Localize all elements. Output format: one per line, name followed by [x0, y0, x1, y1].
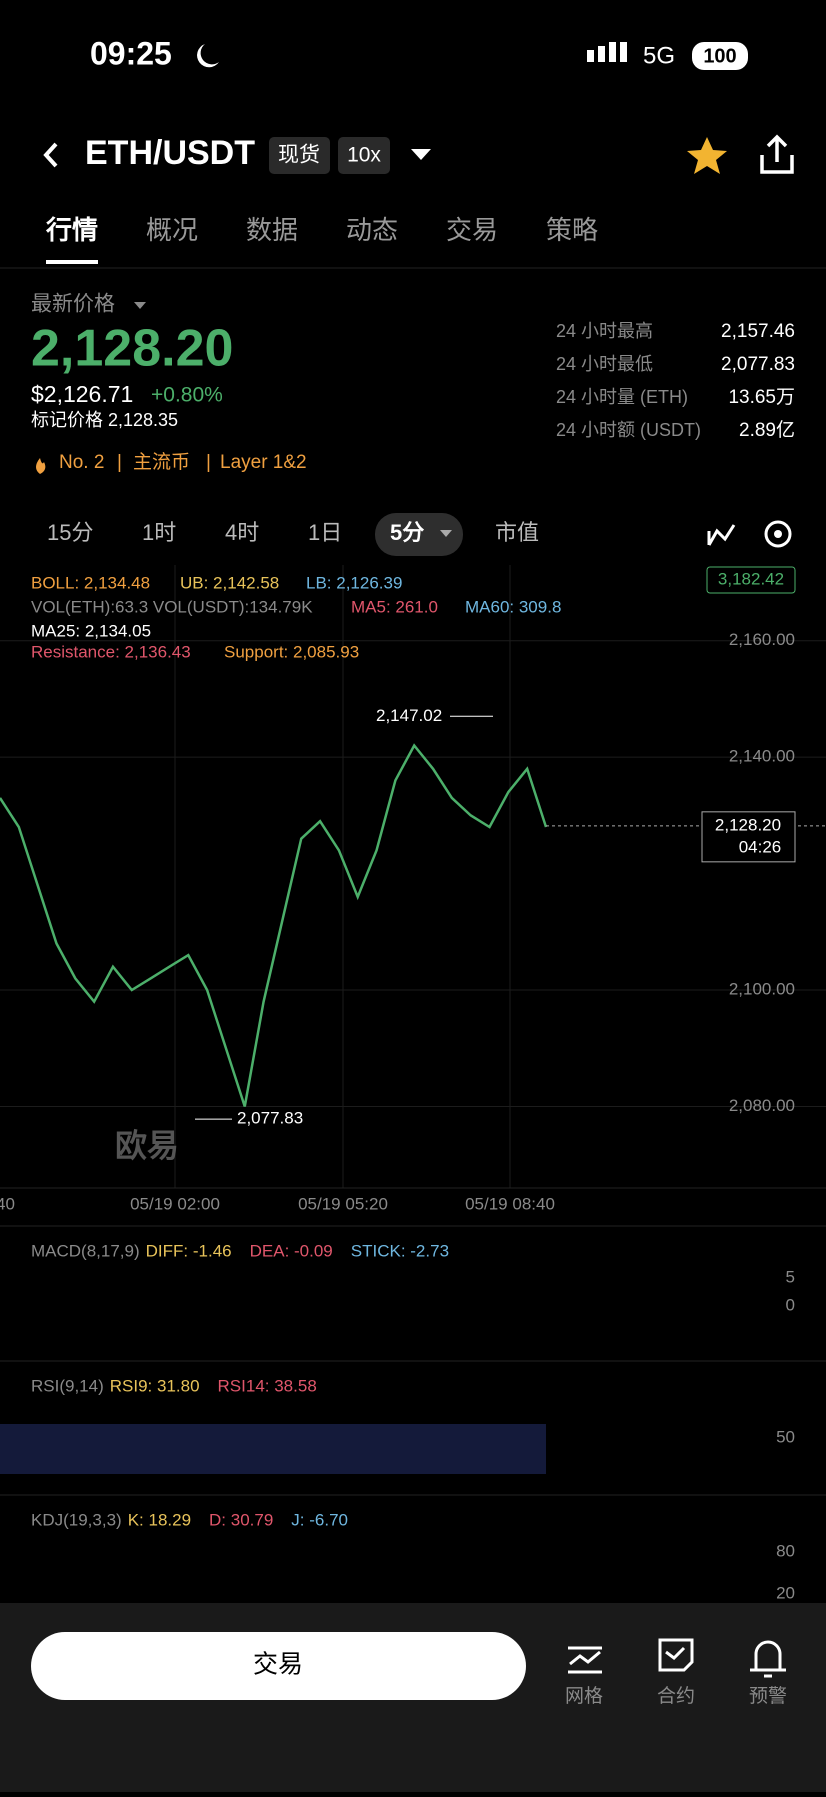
market-tag: 现货: [278, 144, 320, 167]
tag: Layer 1&2: [220, 452, 307, 473]
vol-ma5: MA5: 261.0: [351, 597, 438, 616]
stat-label: 24 小时量 (ETH): [556, 387, 688, 407]
back[interactable]: [43, 142, 58, 168]
price-label: 最新价格: [31, 293, 115, 316]
last-price: 2,128.20: [31, 320, 233, 378]
settings[interactable]: [764, 520, 792, 548]
share[interactable]: [760, 134, 794, 174]
kdj-value: J: -6.70: [291, 1510, 348, 1529]
trade-label: 交易: [253, 1651, 303, 1679]
stat-value: 2.89亿: [739, 419, 795, 441]
watermark: 欧易: [115, 1127, 179, 1163]
timeframe[interactable]: 市值: [495, 520, 539, 545]
kdj-axis: 20: [776, 1583, 795, 1602]
stat-label: 24 小时额 (USDT): [556, 420, 701, 440]
countdown: 04:26: [739, 837, 782, 856]
x-tick-label: 05/18 22:40: [0, 1194, 15, 1213]
rsi-title: RSI(9,14): [31, 1376, 104, 1395]
timeframe[interactable]: 1时: [142, 520, 176, 545]
action[interactable]: 预警: [749, 1685, 787, 1707]
action[interactable]: 网格: [565, 1685, 603, 1707]
timeframe[interactable]: 15分: [47, 520, 93, 545]
stat-label: 24 小时最低: [556, 354, 653, 374]
boll-lb: LB: 2,126.39: [306, 573, 402, 592]
battery: 100: [703, 45, 736, 67]
vol-ma60: MA60: 309.8: [465, 597, 561, 616]
stat-value: 13.65万: [728, 387, 795, 408]
leverage-tag: 10x: [347, 144, 381, 167]
tag: 主流币: [133, 451, 190, 473]
network: 5G: [643, 42, 675, 69]
pair-menu[interactable]: [411, 149, 431, 160]
time: 09:25: [90, 35, 172, 71]
sep: |: [117, 452, 122, 473]
last-price-label: 2,128.20: [715, 815, 781, 834]
resistance: Resistance: 2,136.43: [31, 642, 191, 661]
mark-price: 标记价格 2,128.35: [31, 410, 178, 430]
support: Support: 2,085.93: [224, 642, 359, 661]
kdj-title: KDJ(19,3,3): [31, 1510, 122, 1529]
last-price-box: [701, 811, 796, 863]
rsi-value: RSI14: 38.58: [218, 1376, 317, 1395]
macd-title: MACD(8,17,9): [31, 1241, 140, 1260]
stat-value: 2,077.83: [721, 354, 795, 375]
timeframe[interactable]: 4时: [225, 520, 259, 545]
boll: BOLL: 2,134.48: [31, 573, 150, 592]
timeframe[interactable]: 1日: [308, 520, 342, 545]
low-label: 2,077.83: [237, 1109, 303, 1128]
stat-label: 24 小时最高: [556, 321, 653, 341]
high-label: 2,147.02: [376, 706, 442, 725]
vol: VOL(ETH):63.3 VOL(USDT):134.79K: [31, 597, 313, 616]
kdj-axis: 80: [776, 1541, 795, 1560]
timeframe[interactable]: 5分: [390, 520, 424, 545]
usd-price: $2,126.71: [31, 381, 133, 407]
favorite[interactable]: [687, 137, 727, 174]
action[interactable]: 合约: [657, 1685, 695, 1707]
y-tick-label: 2,080.00: [729, 1096, 795, 1115]
macd-value: DEA: -0.09: [250, 1241, 333, 1260]
chart-tools[interactable]: [707, 524, 736, 546]
pair: ETH/USDT: [85, 134, 255, 172]
y-tick-label: 2,140.00: [729, 747, 795, 766]
trade-button[interactable]: [31, 1632, 526, 1700]
rsi-value: RSI9: 31.80: [110, 1376, 200, 1395]
y-tick-label: 2,160.00: [729, 630, 795, 649]
price-line: [0, 743, 548, 1107]
top-badge: 3,182.42: [718, 569, 784, 588]
tab[interactable]: 行情: [45, 215, 98, 245]
x-tick-label: 05/19 05:20: [298, 1194, 388, 1213]
kdj-value: D: 30.79: [209, 1510, 273, 1529]
macd-axis: 0: [786, 1295, 795, 1314]
tab[interactable]: 交易: [446, 215, 498, 245]
rsi-axis: 50: [776, 1427, 795, 1446]
macd-value: STICK: -2.73: [351, 1241, 449, 1260]
boll-ub: UB: 2,142.58: [180, 573, 279, 592]
macd-axis: 5: [786, 1267, 795, 1286]
tab[interactable]: 数据: [246, 215, 298, 245]
tag: No. 2: [59, 452, 104, 473]
y-tick-label: 2,100.00: [729, 980, 795, 999]
ma25: MA25: 2,134.05: [31, 621, 151, 640]
x-tick-label: 05/19 02:00: [130, 1194, 220, 1213]
change: +0.80%: [151, 384, 223, 407]
sep: |: [206, 452, 211, 473]
tab[interactable]: 策略: [546, 215, 598, 245]
macd-value: DIFF: -1.46: [146, 1241, 232, 1260]
tab[interactable]: 概况: [146, 215, 198, 245]
stat-value: 2,157.46: [721, 321, 795, 342]
x-tick-label: 05/19 08:40: [465, 1194, 555, 1213]
kdj-value: K: 18.29: [128, 1510, 191, 1529]
tab[interactable]: 动态: [346, 215, 398, 245]
